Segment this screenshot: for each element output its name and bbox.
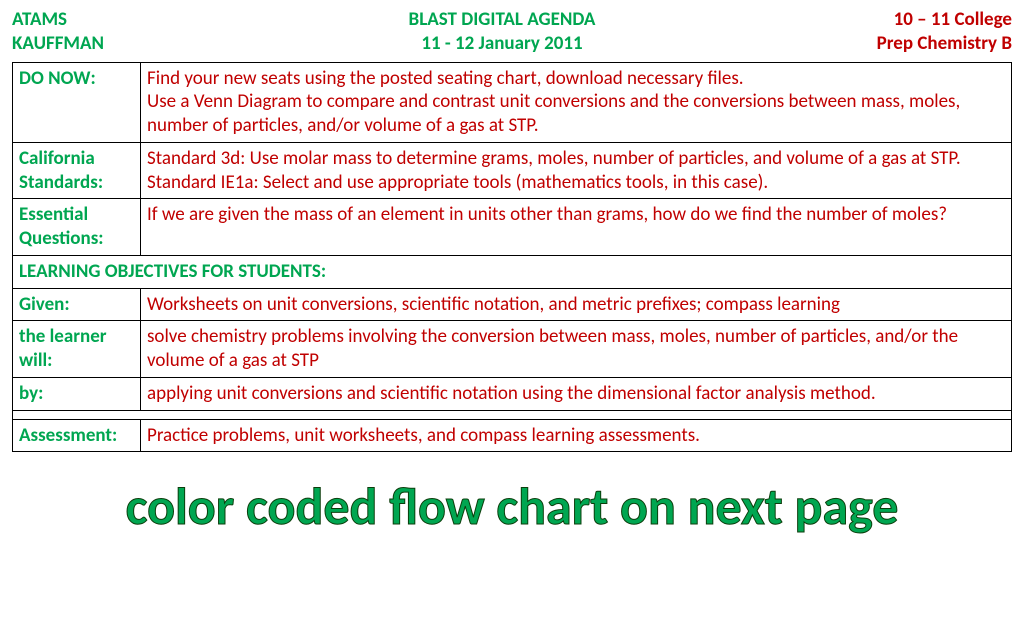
row-do-now: DO NOW: Find your new seats using the po…: [13, 62, 1012, 142]
given-label: Given:: [13, 288, 141, 321]
do-now-label: DO NOW:: [13, 62, 141, 142]
agenda-page: ATAMS KAUFFMAN BLAST DIGITAL AGENDA 11 -…: [0, 0, 1024, 622]
agenda-table: DO NOW: Find your new seats using the po…: [12, 62, 1012, 453]
row-given: Given: Worksheets on unit conversions, s…: [13, 288, 1012, 321]
header-center: BLAST DIGITAL AGENDA 11 - 12 January 201…: [212, 8, 792, 56]
header-right: 10 – 11 College Prep Chemistry B: [792, 8, 1012, 56]
row-standards: California Standards: Standard 3d: Use m…: [13, 142, 1012, 199]
standards-label: California Standards:: [13, 142, 141, 199]
spacer-cell: [13, 410, 1012, 419]
do-now-content: Find your new seats using the posted sea…: [141, 62, 1012, 142]
row-learning-objectives-header: LEARNING OBJECTIVES FOR STUDENTS:: [13, 255, 1012, 288]
essential-content: If we are given the mass of an element i…: [141, 199, 1012, 256]
agenda-title: BLAST DIGITAL AGENDA: [212, 8, 792, 32]
teacher-name: KAUFFMAN: [12, 32, 212, 56]
assessment-label: Assessment:: [13, 419, 141, 452]
learning-objectives-header: LEARNING OBJECTIVES FOR STUDENTS:: [13, 255, 1012, 288]
row-assessment: Assessment: Practice problems, unit work…: [13, 419, 1012, 452]
course-line2: Prep Chemistry B: [792, 32, 1012, 56]
by-content: applying unit conversions and scientific…: [141, 377, 1012, 410]
header-left: ATAMS KAUFFMAN: [12, 8, 212, 56]
row-essential-questions: Essential Questions: If we are given the…: [13, 199, 1012, 256]
given-content: Worksheets on unit conversions, scientif…: [141, 288, 1012, 321]
row-spacer: [13, 410, 1012, 419]
essential-label: Essential Questions:: [13, 199, 141, 256]
course-line1: 10 – 11 College: [792, 8, 1012, 32]
standards-content: Standard 3d: Use molar mass to determine…: [141, 142, 1012, 199]
agenda-date: 11 - 12 January 2011: [212, 32, 792, 56]
school-name: ATAMS: [12, 8, 212, 32]
learner-will-content: solve chemistry problems involving the c…: [141, 321, 1012, 378]
assessment-content: Practice problems, unit worksheets, and …: [141, 419, 1012, 452]
row-by: by: applying unit conversions and scient…: [13, 377, 1012, 410]
learner-will-label: the learner will:: [13, 321, 141, 378]
footer-note: color coded flow chart on next page: [12, 474, 1012, 539]
row-learner-will: the learner will: solve chemistry proble…: [13, 321, 1012, 378]
page-header: ATAMS KAUFFMAN BLAST DIGITAL AGENDA 11 -…: [12, 8, 1012, 56]
by-label: by:: [13, 377, 141, 410]
